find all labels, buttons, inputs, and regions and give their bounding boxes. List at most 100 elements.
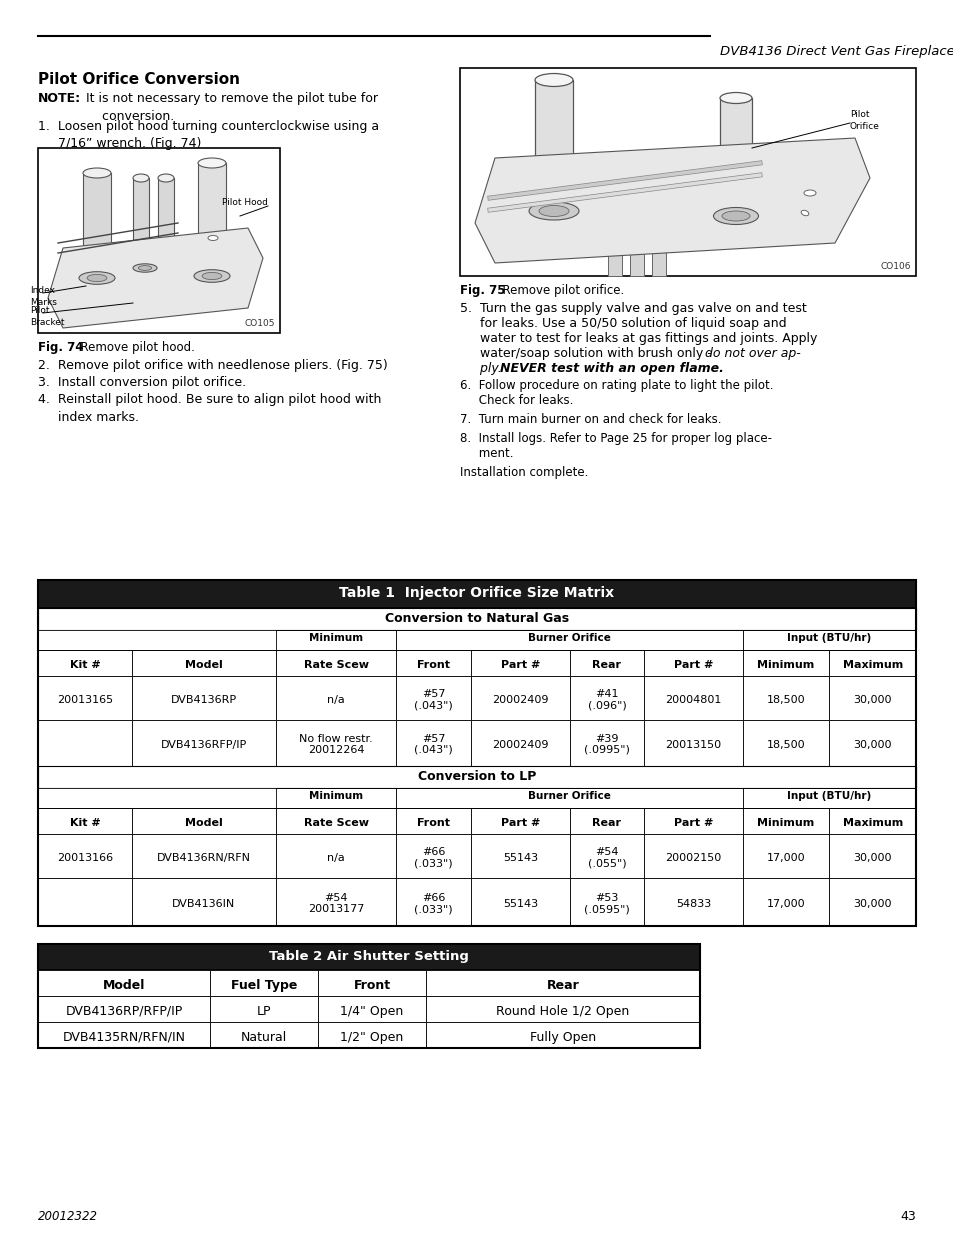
Bar xyxy=(471,808,569,834)
Bar xyxy=(471,650,569,676)
Text: DVB4136RP/RFP/IP: DVB4136RP/RFP/IP xyxy=(66,1005,182,1018)
Text: 17,000: 17,000 xyxy=(766,852,804,862)
Text: Burner Orifice: Burner Orifice xyxy=(528,634,611,643)
Text: (.043"): (.043") xyxy=(414,745,453,755)
Bar xyxy=(742,720,828,766)
Bar xyxy=(396,834,471,878)
Bar xyxy=(275,630,396,650)
Bar xyxy=(275,676,396,720)
Text: #54: #54 xyxy=(595,847,618,857)
Text: #39: #39 xyxy=(595,734,618,745)
Text: 4.  Reinstall pilot hood. Be sure to align pilot hood with
     index marks.: 4. Reinstall pilot hood. Be sure to alig… xyxy=(38,393,381,424)
Bar xyxy=(275,788,396,808)
Text: Index
Marks: Index Marks xyxy=(30,287,57,306)
Bar xyxy=(132,878,275,926)
Ellipse shape xyxy=(87,274,107,282)
Text: water to test for leaks at gas fittings and joints. Apply: water to test for leaks at gas fittings … xyxy=(459,332,817,345)
Bar xyxy=(38,766,915,788)
Bar xyxy=(130,288,160,308)
Bar xyxy=(38,720,132,766)
Text: Rate Scew: Rate Scew xyxy=(303,818,369,827)
Text: 20004801: 20004801 xyxy=(664,694,720,705)
Bar xyxy=(38,878,132,926)
Bar xyxy=(643,720,742,766)
Text: 18,500: 18,500 xyxy=(766,694,804,705)
Bar xyxy=(210,969,317,995)
Ellipse shape xyxy=(801,210,808,216)
Text: Fig. 74: Fig. 74 xyxy=(38,341,84,354)
Bar xyxy=(629,228,643,275)
Bar xyxy=(132,676,275,720)
Bar xyxy=(828,808,915,834)
Bar xyxy=(396,630,742,650)
Bar xyxy=(198,163,226,293)
Text: No flow restr.: No flow restr. xyxy=(299,734,373,745)
Text: 6.  Follow procedure on rating plate to light the pilot.: 6. Follow procedure on rating plate to l… xyxy=(459,379,773,391)
Bar xyxy=(38,944,700,1049)
Text: ment.: ment. xyxy=(459,447,513,459)
Text: NOTE:: NOTE: xyxy=(38,91,81,105)
Text: Front: Front xyxy=(416,818,450,827)
Bar xyxy=(132,834,275,878)
Bar xyxy=(38,580,915,608)
Text: Rear: Rear xyxy=(546,979,578,992)
Text: DVB4136RP: DVB4136RP xyxy=(171,694,236,705)
Text: Pilot
Bracket: Pilot Bracket xyxy=(30,306,65,327)
Bar xyxy=(535,80,573,225)
Text: n/a: n/a xyxy=(327,852,345,862)
Text: Pilot
Orifice: Pilot Orifice xyxy=(849,110,879,131)
Bar xyxy=(828,878,915,926)
Text: Natural: Natural xyxy=(240,1031,287,1044)
Bar xyxy=(471,720,569,766)
Text: Fuel Type: Fuel Type xyxy=(231,979,297,992)
Ellipse shape xyxy=(538,205,568,216)
Text: 20013177: 20013177 xyxy=(308,904,364,914)
Bar xyxy=(317,969,426,995)
Text: 20012264: 20012264 xyxy=(308,745,364,755)
Bar xyxy=(396,676,471,720)
Text: 54833: 54833 xyxy=(675,899,710,909)
Text: Conversion to Natural Gas: Conversion to Natural Gas xyxy=(384,613,569,625)
Bar xyxy=(828,720,915,766)
Polygon shape xyxy=(48,228,263,329)
Text: DVB4136RFP/IP: DVB4136RFP/IP xyxy=(161,740,247,750)
Text: #41: #41 xyxy=(595,689,618,699)
Text: (.0595"): (.0595") xyxy=(583,904,629,914)
Text: 30,000: 30,000 xyxy=(853,740,891,750)
Text: Minimum: Minimum xyxy=(309,790,363,802)
Bar xyxy=(275,834,396,878)
Text: 55143: 55143 xyxy=(502,852,537,862)
Ellipse shape xyxy=(535,74,573,86)
Bar xyxy=(396,650,471,676)
Ellipse shape xyxy=(193,269,230,283)
Text: Rear: Rear xyxy=(592,659,620,669)
Text: 20013150: 20013150 xyxy=(665,740,720,750)
Text: (.0995"): (.0995") xyxy=(583,745,629,755)
Bar xyxy=(720,98,751,224)
Text: Round Hole 1/2 Open: Round Hole 1/2 Open xyxy=(496,1005,629,1018)
Text: do not over ap-: do not over ap- xyxy=(704,347,800,359)
Text: 20013166: 20013166 xyxy=(57,852,112,862)
Bar xyxy=(38,580,915,926)
Text: 30,000: 30,000 xyxy=(853,694,891,705)
Bar xyxy=(426,969,700,995)
Text: 20012322: 20012322 xyxy=(38,1210,98,1223)
Text: Pilot Hood: Pilot Hood xyxy=(222,198,268,207)
Text: 8.  Install logs. Refer to Page 25 for proper log place-: 8. Install logs. Refer to Page 25 for pr… xyxy=(459,432,771,445)
Ellipse shape xyxy=(721,211,749,221)
Bar xyxy=(317,995,426,1023)
Text: 20002409: 20002409 xyxy=(492,740,548,750)
Text: Pilot Orifice Conversion: Pilot Orifice Conversion xyxy=(38,72,240,86)
Text: (.055"): (.055") xyxy=(587,858,625,868)
Text: Part #: Part # xyxy=(500,818,539,827)
Text: NEVER test with an open flame.: NEVER test with an open flame. xyxy=(499,362,723,375)
Bar xyxy=(607,228,621,275)
Text: Minimum: Minimum xyxy=(757,659,814,669)
Text: 18,500: 18,500 xyxy=(766,740,804,750)
Bar xyxy=(132,720,275,766)
Bar xyxy=(38,1023,210,1049)
Text: (.096"): (.096") xyxy=(587,700,625,710)
Bar xyxy=(742,676,828,720)
Text: 43: 43 xyxy=(900,1210,915,1223)
Text: 30,000: 30,000 xyxy=(853,852,891,862)
